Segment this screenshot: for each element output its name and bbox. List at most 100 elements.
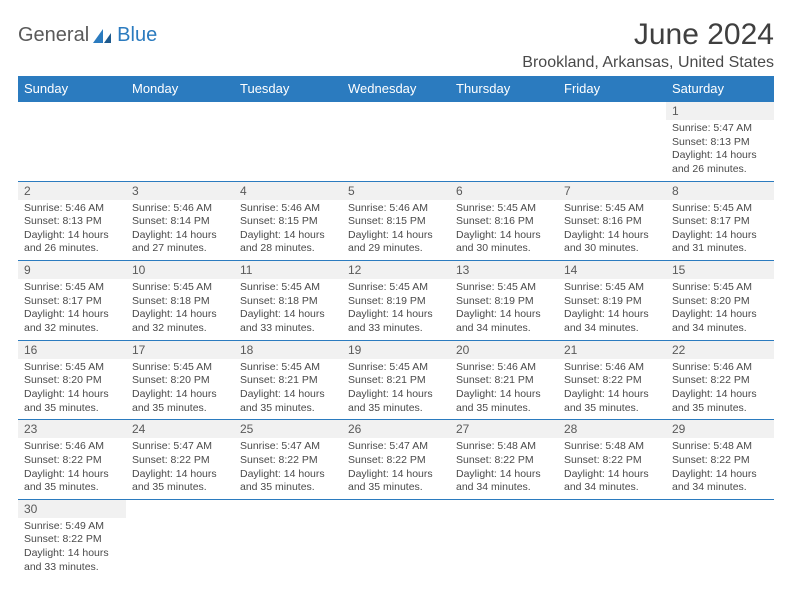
day-detail-line: Daylight: 14 hours and 30 minutes. [456,229,552,256]
day-detail-line: Sunset: 8:15 PM [240,215,336,229]
day-content-cell: Sunrise: 5:46 AMSunset: 8:22 PMDaylight:… [666,359,774,420]
day-number-cell: 8 [666,181,774,200]
day-detail-line: Daylight: 14 hours and 28 minutes. [240,229,336,256]
day-content-cell [234,518,342,579]
day-detail-line: Sunset: 8:13 PM [672,136,768,150]
day-detail-line: Daylight: 14 hours and 35 minutes. [24,388,120,415]
day-content-cell: Sunrise: 5:45 AMSunset: 8:19 PMDaylight:… [342,279,450,340]
day-content-cell: Sunrise: 5:47 AMSunset: 8:22 PMDaylight:… [126,438,234,499]
day-detail-line: Sunset: 8:21 PM [348,374,444,388]
day-detail-line: Sunrise: 5:45 AM [132,281,228,295]
day-number-row: 23242526272829 [18,420,774,439]
day-number-cell: 21 [558,340,666,359]
day-detail-line: Sunrise: 5:45 AM [240,361,336,375]
day-number-cell [342,499,450,518]
day-number-row: 16171819202122 [18,340,774,359]
day-detail-line: Sunrise: 5:45 AM [132,361,228,375]
day-detail-line: Daylight: 14 hours and 35 minutes. [240,388,336,415]
day-number-cell: 7 [558,181,666,200]
day-detail-line: Sunset: 8:14 PM [132,215,228,229]
day-content-cell: Sunrise: 5:46 AMSunset: 8:14 PMDaylight:… [126,200,234,261]
day-content-cell: Sunrise: 5:45 AMSunset: 8:21 PMDaylight:… [234,359,342,420]
day-number-cell: 20 [450,340,558,359]
day-detail-line: Daylight: 14 hours and 31 minutes. [672,229,768,256]
day-content-cell: Sunrise: 5:45 AMSunset: 8:17 PMDaylight:… [666,200,774,261]
day-detail-line: Sunset: 8:17 PM [672,215,768,229]
day-content-cell [126,518,234,579]
day-detail-line: Sunset: 8:22 PM [348,454,444,468]
day-detail-line: Sunrise: 5:45 AM [672,281,768,295]
day-detail-line: Sunrise: 5:46 AM [24,202,120,216]
day-number-cell: 16 [18,340,126,359]
day-number-cell: 3 [126,181,234,200]
day-number-cell: 26 [342,420,450,439]
day-detail-line: Sunrise: 5:47 AM [240,440,336,454]
day-content-cell: Sunrise: 5:48 AMSunset: 8:22 PMDaylight:… [666,438,774,499]
sail-icon [91,27,115,45]
day-detail-line: Sunrise: 5:45 AM [348,361,444,375]
day-detail-line: Daylight: 14 hours and 33 minutes. [24,547,120,574]
day-number-cell: 27 [450,420,558,439]
day-content-cell: Sunrise: 5:49 AMSunset: 8:22 PMDaylight:… [18,518,126,579]
day-number-cell [558,102,666,121]
month-title: June 2024 [522,18,774,52]
day-content-cell: Sunrise: 5:45 AMSunset: 8:20 PMDaylight:… [666,279,774,340]
day-detail-line: Daylight: 14 hours and 35 minutes. [24,468,120,495]
day-detail-line: Sunrise: 5:45 AM [672,202,768,216]
day-number-cell [558,499,666,518]
day-number-cell: 15 [666,261,774,280]
day-detail-line: Sunset: 8:22 PM [132,454,228,468]
day-detail-line: Daylight: 14 hours and 32 minutes. [24,308,120,335]
day-content-cell: Sunrise: 5:46 AMSunset: 8:22 PMDaylight:… [18,438,126,499]
day-number-cell [234,102,342,121]
day-content-row: Sunrise: 5:46 AMSunset: 8:13 PMDaylight:… [18,200,774,261]
day-detail-line: Sunrise: 5:45 AM [564,202,660,216]
day-detail-line: Sunset: 8:17 PM [24,295,120,309]
day-detail-line: Daylight: 14 hours and 35 minutes. [456,388,552,415]
day-content-cell: Sunrise: 5:46 AMSunset: 8:15 PMDaylight:… [342,200,450,261]
day-content-row: Sunrise: 5:45 AMSunset: 8:17 PMDaylight:… [18,279,774,340]
day-number-cell: 29 [666,420,774,439]
day-number-cell [18,102,126,121]
day-content-cell [450,120,558,181]
day-number-cell: 6 [450,181,558,200]
day-number-row: 1 [18,102,774,121]
day-detail-line: Sunrise: 5:45 AM [24,361,120,375]
day-content-cell: Sunrise: 5:46 AMSunset: 8:13 PMDaylight:… [18,200,126,261]
day-content-cell: Sunrise: 5:45 AMSunset: 8:20 PMDaylight:… [18,359,126,420]
day-detail-line: Sunrise: 5:45 AM [24,281,120,295]
header: General Blue June 2024 Brookland, Arkans… [18,18,774,72]
day-number-cell: 9 [18,261,126,280]
day-content-cell: Sunrise: 5:45 AMSunset: 8:17 PMDaylight:… [18,279,126,340]
day-detail-line: Daylight: 14 hours and 26 minutes. [672,149,768,176]
day-detail-line: Sunrise: 5:48 AM [456,440,552,454]
day-content-row: Sunrise: 5:47 AMSunset: 8:13 PMDaylight:… [18,120,774,181]
day-detail-line: Daylight: 14 hours and 34 minutes. [564,308,660,335]
day-detail-line: Daylight: 14 hours and 35 minutes. [672,388,768,415]
day-detail-line: Sunset: 8:20 PM [24,374,120,388]
day-detail-line: Sunset: 8:18 PM [240,295,336,309]
day-detail-line: Sunrise: 5:49 AM [24,520,120,534]
day-detail-line: Daylight: 14 hours and 33 minutes. [240,308,336,335]
day-detail-line: Sunset: 8:20 PM [672,295,768,309]
day-content-cell: Sunrise: 5:48 AMSunset: 8:22 PMDaylight:… [558,438,666,499]
day-detail-line: Sunset: 8:22 PM [672,454,768,468]
day-detail-line: Sunset: 8:15 PM [348,215,444,229]
day-content-cell: Sunrise: 5:45 AMSunset: 8:16 PMDaylight:… [450,200,558,261]
weekday-header: Thursday [450,76,558,102]
day-content-row: Sunrise: 5:45 AMSunset: 8:20 PMDaylight:… [18,359,774,420]
day-detail-line: Daylight: 14 hours and 35 minutes. [132,468,228,495]
day-detail-line: Sunrise: 5:46 AM [132,202,228,216]
day-content-cell [558,120,666,181]
day-content-cell [342,518,450,579]
day-detail-line: Sunrise: 5:45 AM [240,281,336,295]
day-content-cell: Sunrise: 5:45 AMSunset: 8:16 PMDaylight:… [558,200,666,261]
day-number-cell: 4 [234,181,342,200]
day-content-cell: Sunrise: 5:46 AMSunset: 8:21 PMDaylight:… [450,359,558,420]
day-number-row: 9101112131415 [18,261,774,280]
day-content-cell [234,120,342,181]
day-detail-line: Sunset: 8:16 PM [456,215,552,229]
day-detail-line: Sunrise: 5:48 AM [672,440,768,454]
day-content-cell: Sunrise: 5:45 AMSunset: 8:18 PMDaylight:… [234,279,342,340]
day-detail-line: Sunset: 8:18 PM [132,295,228,309]
